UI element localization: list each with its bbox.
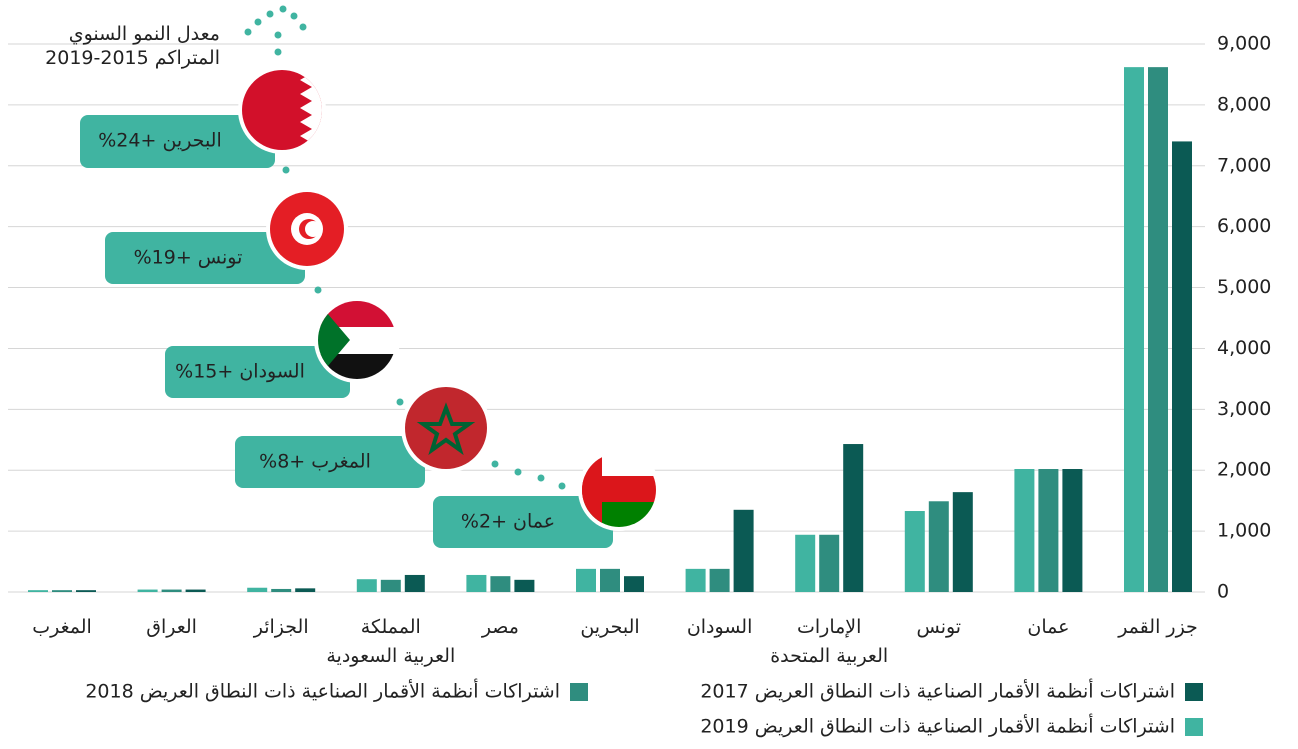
y-tick-label: 8,000 <box>1217 93 1271 115</box>
x-tick-label: عمان <box>1027 616 1069 638</box>
flags <box>238 66 660 531</box>
bar <box>952 492 973 592</box>
callouts: البحرين +24% تونس +19% السودان +15% المغ… <box>80 115 613 548</box>
callout-box <box>235 436 425 488</box>
callout-box <box>433 496 613 548</box>
callout-box <box>80 115 275 168</box>
legend-swatch <box>1185 683 1203 701</box>
grid: 0 1,000 2,000 3,000 4,000 5,000 6,000 7,000 8,00… <box>8 33 1271 603</box>
bar <box>76 590 96 592</box>
bar <box>819 534 840 592</box>
legend-label: اشتراكات أنظمة الأقمار الصناعية ذات النط… <box>85 679 560 703</box>
legend-swatch <box>570 683 588 701</box>
bar <box>52 590 72 592</box>
bar <box>380 579 401 592</box>
y-tick-label: 5,000 <box>1217 276 1271 298</box>
x-tick-label: تونس <box>916 616 961 638</box>
bar <box>795 534 816 592</box>
x-tick-label: المملكة العربية السعودية <box>326 616 455 667</box>
bar <box>843 444 864 592</box>
bar <box>600 568 620 592</box>
y-tick-label: 7,000 <box>1217 154 1271 176</box>
y-tick-label: 2,000 <box>1217 459 1271 481</box>
bar <box>1038 469 1059 592</box>
bar <box>709 568 730 592</box>
bar <box>1124 67 1144 593</box>
x-tick-label: المغرب <box>32 616 92 638</box>
x-tick-label: مصر <box>481 616 519 638</box>
bar <box>904 511 925 592</box>
callout-label: عمان +2% <box>461 511 555 533</box>
callout-label: تونس +19% <box>134 247 243 269</box>
bar <box>137 589 158 592</box>
bar <box>576 568 596 592</box>
bar <box>928 501 949 592</box>
bar <box>624 576 644 592</box>
bar <box>161 589 182 592</box>
y-tick-label: 9,000 <box>1217 33 1271 55</box>
bar <box>1148 67 1168 593</box>
bar <box>404 574 425 592</box>
x-tick-label: العراق <box>146 616 197 638</box>
y-tick-label: 0 <box>1217 581 1229 603</box>
bar <box>28 590 48 592</box>
y-tick-label: 4,000 <box>1217 337 1271 359</box>
bars: جزر القمر عمان تونس الإمارات العربية المتحدة… <box>28 67 1198 667</box>
x-tick-label: السودان <box>687 616 753 638</box>
bar <box>271 588 292 592</box>
dots <box>244 5 566 490</box>
callout-label: المغرب +8% <box>259 451 371 473</box>
bar <box>1062 469 1083 592</box>
bar <box>1014 469 1035 592</box>
x-tick-label: الجزائر <box>253 616 309 638</box>
chart-title: معدل النمو السنوي المتراكم 2015-2019 <box>45 23 220 69</box>
bar <box>247 587 268 592</box>
legend-label: اشتراكات أنظمة الأقمار الصناعية ذات النط… <box>700 714 1175 738</box>
bar <box>514 579 535 592</box>
x-tick-label: جزر القمر <box>1117 616 1198 638</box>
legend-label: اشتراكات أنظمة الأقمار الصناعية ذات النط… <box>700 679 1175 703</box>
x-tick-label: البحرين <box>580 616 639 638</box>
y-tick-label: 3,000 <box>1217 398 1271 420</box>
bar <box>356 579 377 592</box>
y-tick-label: 1,000 <box>1217 520 1271 542</box>
callout-box <box>165 346 350 398</box>
bar <box>733 509 754 592</box>
x-tick-label: الإمارات العربية المتحدة <box>770 616 888 667</box>
callout-label: البحرين +24% <box>98 130 222 152</box>
legend: اشتراكات أنظمة الأقمار الصناعية ذات النط… <box>85 679 1203 738</box>
bar <box>185 589 206 592</box>
callout-label: السودان +15% <box>175 361 305 383</box>
bar <box>685 568 706 592</box>
bar <box>295 588 316 592</box>
legend-swatch <box>1185 718 1203 736</box>
bar <box>466 574 487 592</box>
bar <box>490 576 511 592</box>
y-tick-label: 6,000 <box>1217 215 1271 237</box>
bar <box>1172 141 1192 592</box>
callout-box <box>105 232 305 284</box>
